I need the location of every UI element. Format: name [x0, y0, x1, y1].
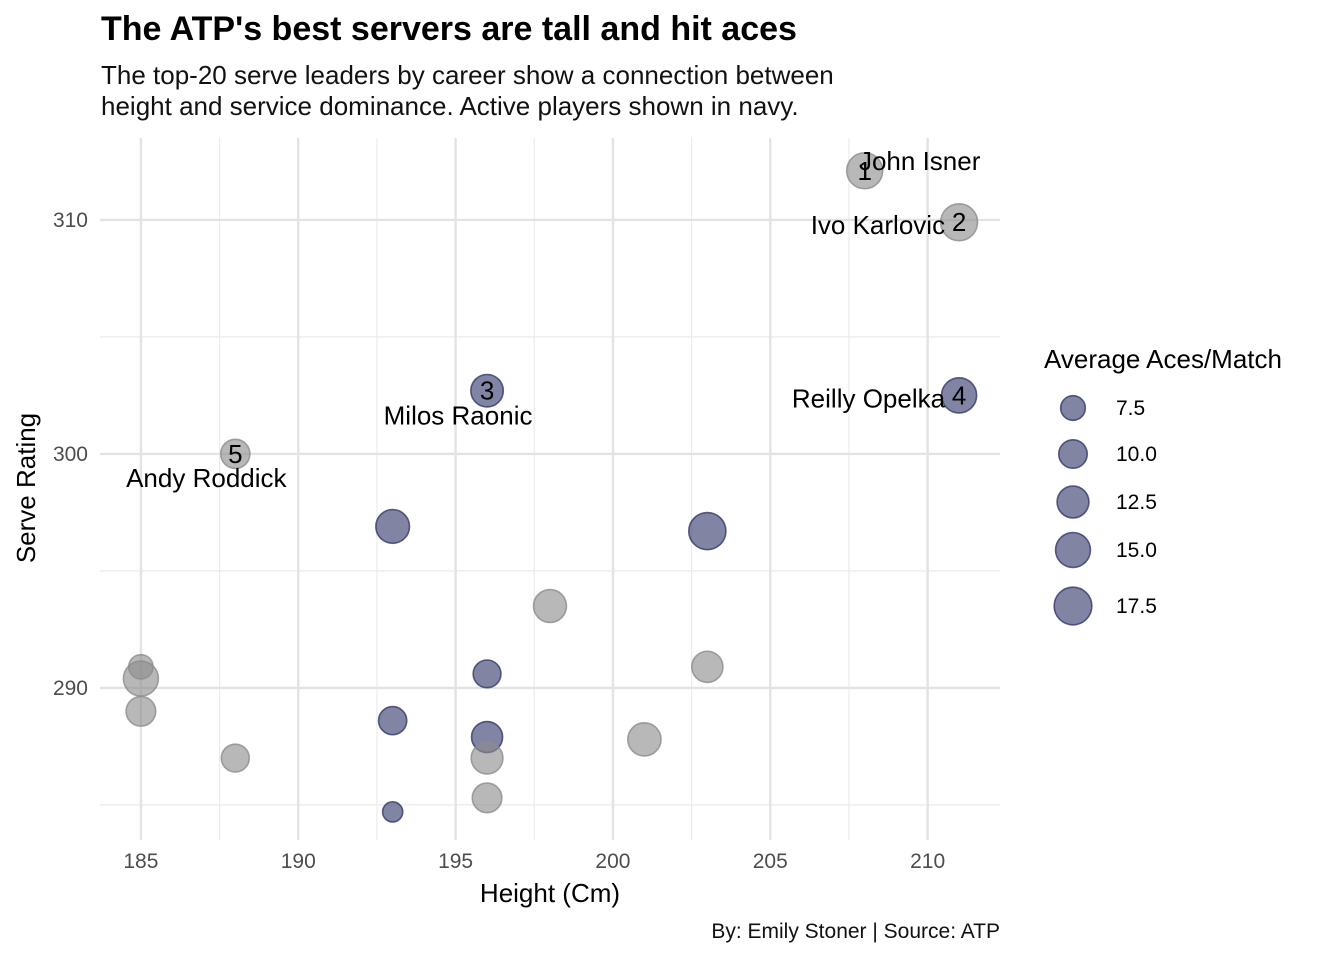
data-point-retired — [627, 721, 662, 757]
legend-key-circle — [1054, 531, 1092, 569]
data-point-active — [377, 705, 408, 736]
rank-label: 4 — [952, 380, 966, 410]
x-axis-label: Height (Cm) — [480, 878, 620, 908]
x-tick-label: 210 — [910, 850, 945, 873]
data-points — [122, 151, 979, 823]
legend-key-circle — [1057, 438, 1089, 470]
data-point-active — [470, 373, 505, 408]
chart-subtitle-line: The top-20 serve leaders by career show … — [101, 60, 834, 90]
data-point-active — [375, 508, 411, 545]
rank-labels: 1 2 3 4 5 — [228, 156, 966, 469]
y-tick-label: 290 — [53, 677, 88, 700]
data-point-retired — [122, 660, 160, 697]
chart-subtitle: The top-20 serve leaders by career show … — [101, 60, 1001, 122]
data-point-retired — [939, 202, 979, 242]
grid-major — [100, 138, 1000, 840]
rank-label: 1 — [857, 156, 871, 186]
data-point-active — [381, 801, 404, 823]
legend-key-label: 12.5 — [1116, 491, 1157, 514]
rank-label: 2 — [952, 207, 966, 237]
legend-key-circle — [1059, 394, 1087, 422]
legend-key-circle — [1056, 485, 1090, 519]
y-axis-label: Serve Rating — [11, 413, 41, 563]
data-point-retired — [125, 695, 157, 727]
legend-title: Average Aces/Match — [1044, 344, 1282, 374]
data-point-retired — [219, 438, 251, 470]
x-tick-label: 200 — [595, 850, 630, 873]
data-point-active — [940, 377, 978, 414]
data-point-retired — [471, 782, 503, 814]
player-name-label: John Isner — [859, 146, 981, 176]
size-legend: Average Aces/Match 7.5 10.0 12.5 15.0 17.5 — [1044, 344, 1282, 626]
name-labels: John Isner Ivo Karlovic Milos Raonic Reilly… — [126, 146, 981, 493]
x-tick-label: 190 — [281, 850, 316, 873]
data-point-retired — [845, 151, 884, 190]
legend-key-label: 17.5 — [1116, 595, 1157, 618]
data-point-active — [472, 659, 502, 689]
player-name-label: Reilly Opelka — [792, 383, 946, 413]
rank-label: 5 — [228, 439, 242, 469]
player-name-label: Andy Roddick — [126, 463, 287, 493]
legend-key-label: 10.0 — [1116, 443, 1157, 466]
player-name-label: Ivo Karlovic — [811, 210, 945, 240]
data-point-retired — [220, 743, 251, 773]
chart-subtitle-line: height and service dominance. Active pla… — [101, 91, 799, 121]
player-name-label: Milos Raonic — [384, 401, 533, 431]
x-tick-label: 185 — [123, 850, 158, 873]
legend-key-label: 7.5 — [1116, 397, 1145, 420]
data-point-active — [687, 511, 727, 551]
y-axis-ticks: 290 300 310 — [53, 209, 88, 700]
grid-minor — [100, 138, 1000, 840]
legend-key-circle — [1053, 586, 1093, 626]
chart-title: The ATP's best servers are tall and hit … — [101, 10, 797, 48]
rank-label: 3 — [480, 376, 494, 406]
x-tick-label: 205 — [753, 850, 788, 873]
y-tick-label: 310 — [53, 209, 88, 232]
x-axis-ticks: 185 190 195 200 205 210 — [123, 850, 945, 873]
data-point-retired — [532, 588, 568, 624]
data-point-retired — [690, 650, 724, 684]
chart-caption: By: Emily Stoner | Source: ATP — [711, 920, 1000, 943]
legend-key-label: 15.0 — [1116, 539, 1157, 562]
y-tick-label: 300 — [53, 443, 88, 466]
data-point-retired — [470, 741, 504, 775]
x-tick-label: 195 — [438, 850, 473, 873]
